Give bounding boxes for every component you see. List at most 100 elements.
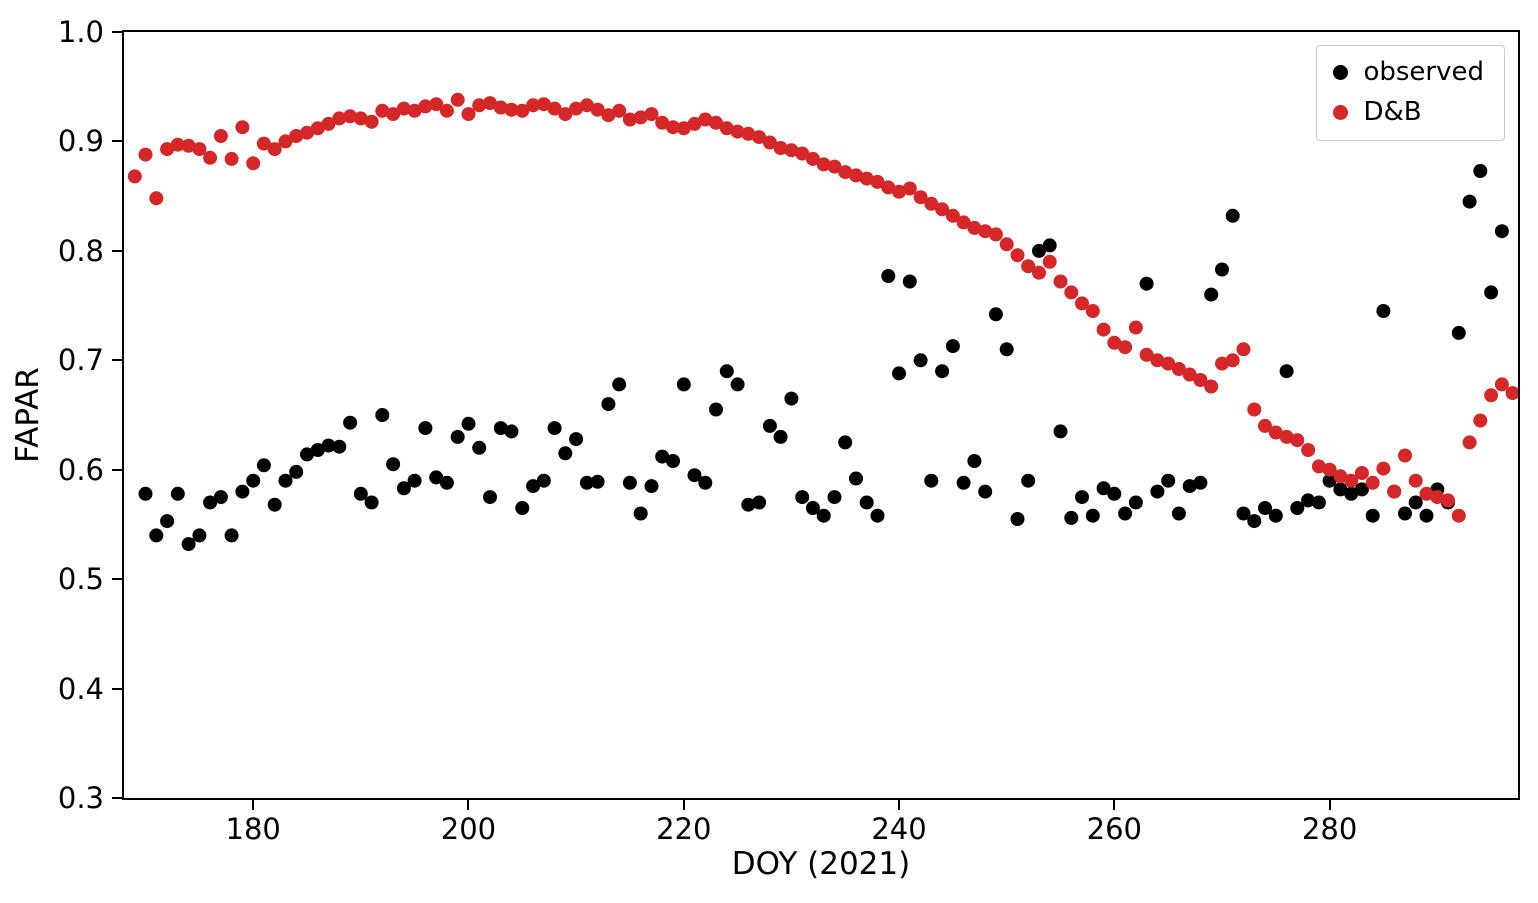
x-tick-label: 260	[1086, 812, 1143, 846]
data-point-db	[321, 116, 336, 131]
data-point-observed	[332, 439, 347, 454]
data-point-observed	[267, 497, 282, 512]
data-point-db	[1290, 433, 1305, 448]
data-point-db	[978, 224, 993, 239]
data-point-observed	[1247, 514, 1262, 529]
data-point-db	[666, 120, 680, 135]
data-point-observed	[719, 364, 734, 379]
data-point-db	[472, 98, 487, 113]
data-point-db	[1365, 475, 1380, 490]
data-point-db	[536, 97, 551, 112]
data-point-db	[945, 208, 960, 223]
data-point-db	[741, 126, 756, 141]
data-point-observed	[1484, 285, 1499, 300]
data-point-db	[1333, 469, 1348, 484]
data-point-observed	[472, 440, 487, 455]
data-point-observed	[978, 484, 993, 499]
data-point-observed	[547, 421, 562, 436]
data-point-observed	[666, 454, 680, 468]
data-point-db	[1085, 304, 1100, 318]
data-point-db	[924, 196, 939, 211]
data-point-observed	[773, 429, 788, 444]
y-tick-mark	[112, 140, 122, 143]
y-tick-label: 0.7	[57, 343, 104, 378]
data-point-observed	[1494, 224, 1509, 239]
data-point-db	[892, 184, 906, 199]
data-point-db	[956, 215, 971, 230]
data-point-db	[805, 151, 820, 166]
data-point-observed	[1419, 508, 1434, 523]
data-point-observed	[407, 473, 422, 488]
data-point-db	[1010, 248, 1025, 263]
data-point-observed	[1290, 501, 1305, 515]
data-point-observed	[310, 443, 325, 457]
x-tick-mark	[682, 800, 685, 810]
data-point-observed	[343, 415, 358, 430]
data-point-db	[870, 174, 885, 189]
data-point-observed	[892, 366, 906, 381]
x-tick-mark	[467, 800, 470, 810]
data-point-observed	[838, 435, 853, 450]
data-point-db	[784, 143, 799, 158]
y-tick-mark	[112, 31, 122, 33]
data-point-observed	[1107, 486, 1122, 501]
data-point-observed	[1215, 262, 1229, 277]
data-point-observed	[418, 421, 433, 436]
data-point-db	[687, 116, 702, 131]
data-point-db	[1096, 322, 1111, 337]
data-point-db	[859, 171, 874, 186]
data-point-observed	[1258, 501, 1272, 515]
legend: observed D&B	[1316, 45, 1505, 141]
data-point-db	[1279, 429, 1294, 444]
data-point-observed	[461, 416, 476, 431]
data-point-db	[579, 98, 594, 113]
data-point-observed	[762, 418, 777, 433]
data-point-db	[332, 111, 347, 126]
data-point-observed	[1473, 164, 1488, 178]
data-point-db	[1075, 296, 1089, 311]
data-point-observed	[913, 353, 928, 368]
data-point-observed	[300, 447, 314, 462]
data-point-observed	[709, 402, 723, 417]
data-point-db	[1419, 486, 1434, 501]
data-point-observed	[644, 479, 659, 494]
data-point-observed	[784, 391, 799, 406]
data-point-db	[1042, 254, 1057, 269]
data-point-observed	[1075, 490, 1089, 505]
data-point-db	[1311, 459, 1326, 474]
data-point-observed	[483, 490, 497, 505]
data-point-db	[1128, 320, 1143, 335]
data-point-db	[1107, 335, 1122, 350]
data-point-db	[375, 103, 390, 118]
data-point-db	[364, 114, 379, 129]
y-tick-label: 0.8	[57, 233, 104, 268]
data-point-observed	[1279, 364, 1294, 379]
data-point-db	[1171, 362, 1186, 376]
data-point-observed	[687, 468, 702, 483]
data-point-observed	[256, 458, 271, 473]
data-point-observed	[1311, 495, 1326, 510]
data-point-observed	[590, 474, 605, 489]
data-point-db	[1032, 265, 1046, 280]
data-point-db	[181, 138, 196, 153]
data-point-db	[504, 102, 519, 117]
data-point-observed	[569, 432, 584, 447]
data-point-db	[1354, 466, 1369, 480]
data-point-db	[289, 129, 304, 143]
data-point-db	[1505, 386, 1518, 401]
data-point-db	[213, 129, 228, 143]
data-point-observed	[945, 339, 960, 354]
data-point-observed	[321, 438, 336, 453]
data-point-db	[633, 110, 648, 125]
data-point-db	[439, 103, 454, 118]
data-point-observed	[278, 473, 293, 488]
data-point-observed	[289, 464, 304, 479]
data-point-observed	[1354, 482, 1369, 497]
data-point-db	[526, 98, 541, 113]
data-point-db	[590, 102, 605, 117]
data-point-db	[988, 227, 1003, 242]
data-point-db	[752, 130, 767, 145]
data-point-observed	[536, 473, 551, 488]
data-point-observed	[935, 364, 950, 379]
